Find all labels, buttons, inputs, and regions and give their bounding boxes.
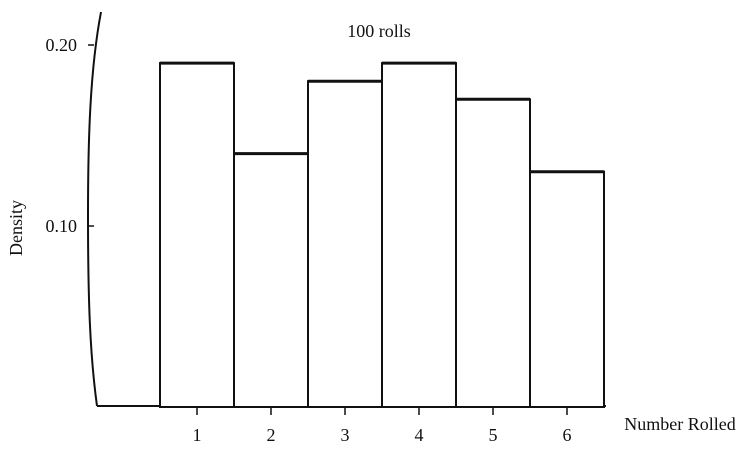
bar-2 (233, 152, 309, 408)
chart-title: 100 rolls (347, 21, 411, 41)
x-axis-label: Number Rolled (624, 414, 735, 434)
bar-6 (529, 170, 605, 408)
x-tick-label-4: 4 (415, 425, 424, 445)
bar-1 (159, 62, 235, 408)
bars-layer (159, 61, 605, 409)
bar-4 (381, 62, 457, 408)
x-tick-label-3: 3 (341, 425, 350, 445)
x-tick-label-6: 6 (563, 425, 572, 445)
y-axis-line (86, 11, 102, 407)
x-tick-label-1: 1 (193, 425, 202, 445)
x-tick-label-2: 2 (267, 425, 276, 445)
bar-5 (455, 98, 531, 409)
y-tick-label-0.1: 0.10 (46, 216, 78, 236)
bar-3 (307, 80, 383, 408)
ticks-layer: 1 2 3 4 5 6 0.10 0.20 (46, 35, 572, 445)
y-axis-label: Density (6, 200, 26, 256)
y-tick-label-0.2: 0.20 (46, 35, 78, 55)
x-tick-label-5: 5 (489, 425, 498, 445)
